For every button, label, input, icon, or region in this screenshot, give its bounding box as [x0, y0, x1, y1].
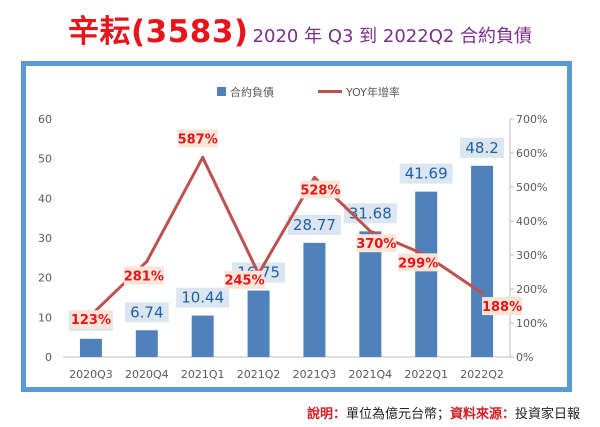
y-left-tick-label: 40: [38, 192, 52, 205]
yoy-label-bg: [398, 253, 439, 272]
yoy-point: [368, 229, 372, 233]
y-right-tick-label: 400%: [516, 215, 547, 228]
bar: [471, 165, 494, 357]
x-tick-label: 2022Q1: [404, 368, 448, 381]
yoy-data-label: 528%: [300, 183, 340, 198]
x-tick-label: 2020Q4: [125, 368, 169, 381]
chart-footer: 說明：單位為億元台幣；資料來源：投資家日報: [307, 403, 580, 422]
y-left-tick-label: 50: [38, 153, 52, 166]
bar: [303, 242, 326, 357]
x-tick-label: 2021Q3: [293, 368, 337, 381]
yoy-data-label: 281%: [124, 269, 164, 284]
yoy-point: [145, 259, 149, 263]
yoy-data-label: 245%: [224, 274, 264, 289]
yoy-data-label: 188%: [482, 300, 522, 315]
chart-title-main: 辛耘(3583): [67, 14, 249, 50]
yoy-data-label: 370%: [356, 237, 396, 252]
source-text: 投資家日報: [514, 407, 580, 422]
y-left-tick-label: 10: [38, 311, 52, 324]
yoy-label-bg: [70, 310, 111, 329]
bar-data-label: 41.69: [405, 165, 448, 183]
bar: [247, 290, 270, 357]
bar: [135, 330, 158, 357]
bar-data-label: 6.74: [130, 303, 163, 321]
yoy-point: [201, 155, 205, 159]
y-right-tick-label: 500%: [516, 181, 547, 194]
yoy-label-bg: [300, 180, 341, 199]
yoy-label-bg: [224, 270, 265, 289]
legend-label-line: YOY年增率: [345, 85, 400, 99]
source-label: 資料來源：: [449, 407, 515, 422]
yoy-point: [312, 175, 316, 179]
yoy-label-bg: [123, 266, 164, 285]
yoy-label-bg: [482, 297, 523, 316]
chart-legend: 合約負債 YOY年增率: [217, 85, 400, 99]
bar-data-label: 31.68: [349, 204, 392, 222]
y-right-tick-label: 300%: [516, 249, 547, 262]
bar-label-bg: [124, 302, 169, 323]
yoy-label-bg: [177, 129, 218, 148]
bar-label-bg: [460, 137, 505, 158]
yoy-point: [480, 291, 484, 295]
bar: [79, 338, 102, 357]
yoy-data-label: 299%: [398, 256, 438, 271]
chart-title-sub: 2020 年 Q3 到 2022Q2 合約負債: [252, 26, 533, 47]
y-right-tick-label: 700%: [516, 113, 547, 126]
y-left-tick-label: 30: [38, 232, 52, 245]
y-right-tick-label: 200%: [516, 283, 547, 296]
bar-data-label: 10.44: [181, 289, 224, 307]
x-tick-label: 2020Q3: [69, 368, 113, 381]
bar-data-label: 48.2: [465, 139, 498, 157]
bar: [359, 231, 382, 357]
x-tick-label: 2021Q1: [181, 368, 225, 381]
x-tick-label: 2022Q2: [460, 368, 504, 381]
y-left-tick-label: 60: [38, 113, 52, 126]
yoy-data-label: 123%: [71, 313, 111, 328]
chart-title: 辛耘(3583) 2020 年 Q3 到 2022Q2 合約負債: [0, 6, 600, 51]
bar: [415, 191, 438, 357]
y-right-tick-label: 0%: [516, 351, 533, 364]
y-left-tick-label: 0: [45, 351, 52, 364]
bar-label-bg: [176, 287, 230, 308]
y-left-tick-label: 20: [38, 272, 52, 285]
yoy-label-bg: [356, 234, 397, 253]
y-right-tick-label: 100%: [516, 317, 547, 330]
note-text: 單位為億元台幣；: [345, 407, 450, 422]
x-tick-label: 2021Q2: [237, 368, 281, 381]
legend-label-bar: 合約負債: [230, 85, 274, 99]
yoy-line: [89, 155, 483, 317]
bar-label-bg: [287, 214, 341, 235]
y-right-tick-label: 600%: [516, 147, 547, 160]
note-label: 說明：: [306, 407, 346, 422]
yoy-data-label: 587%: [178, 132, 218, 147]
x-tick-label: 2021Q4: [348, 368, 392, 381]
bar-data-label: 28.77: [293, 216, 336, 234]
bar: [191, 315, 214, 357]
bar-label-bg: [399, 163, 453, 184]
legend-swatch-bar: [217, 87, 226, 96]
